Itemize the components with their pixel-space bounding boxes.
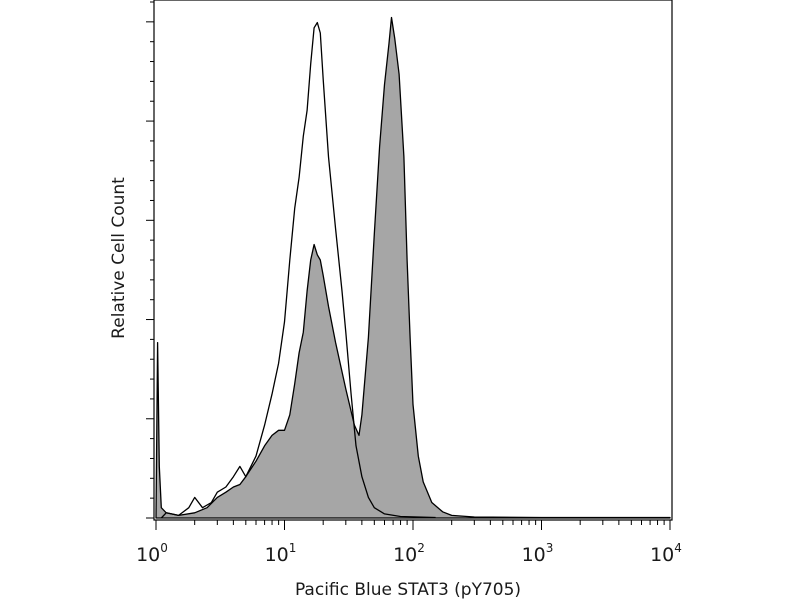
x-axis-label: Pacific Blue STAT3 (pY705): [295, 580, 521, 600]
x-tick-label-base: 10: [393, 544, 417, 566]
x-tick-label: 102: [393, 541, 425, 566]
x-tick-label-base: 10: [136, 544, 160, 566]
x-tick-label-exponent: 2: [417, 541, 425, 555]
x-tick-label: 104: [650, 541, 682, 566]
x-tick-label: 103: [522, 541, 554, 566]
x-tick-labels: 100 101 102 103 104: [136, 541, 682, 566]
ticks-layer: [146, 1, 671, 530]
x-tick-label-exponent: 0: [160, 541, 168, 555]
x-tick-label-base: 10: [265, 544, 289, 566]
x-tick-label: 100: [136, 541, 168, 566]
x-tick-label: 101: [265, 541, 297, 566]
x-tick-label-base: 10: [522, 544, 546, 566]
x-tick-label-exponent: 3: [546, 541, 554, 555]
x-tick-label-exponent: 4: [674, 541, 682, 555]
series-layer: [155, 16, 671, 519]
x-tick-label-exponent: 1: [289, 541, 297, 555]
y-axis-label: Relative Cell Count: [109, 177, 129, 339]
histogram-filled-series: [155, 16, 671, 519]
x-tick-label-base: 10: [650, 544, 674, 566]
histogram-outline-series: [160, 21, 436, 519]
